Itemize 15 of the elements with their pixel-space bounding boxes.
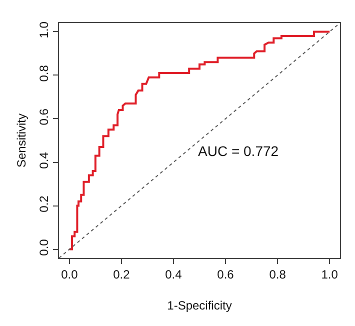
- x-tick-label: 0.8: [269, 267, 286, 282]
- y-tick-label: 0.0: [37, 238, 52, 256]
- annotation: AUC = 0.772: [198, 143, 279, 159]
- y-tick-label: 0.6: [37, 108, 52, 126]
- x-tick-label: 0.4: [165, 267, 182, 282]
- x-tick-label: 0.0: [61, 267, 78, 282]
- y-tick-label: 0.2: [37, 195, 52, 212]
- y-tick-label: 1.0: [37, 21, 52, 38]
- x-tick-label: 0.6: [217, 267, 234, 282]
- y-axis-title: Sensitivity: [14, 113, 28, 168]
- y-tick-label: 0.8: [37, 64, 52, 82]
- x-axis-title: 1-Specificity: [167, 298, 232, 312]
- y-tick-label: 0.4: [37, 152, 52, 169]
- x-tick-label: 0.2: [113, 267, 130, 282]
- x-tick-label: 1.0: [321, 267, 338, 282]
